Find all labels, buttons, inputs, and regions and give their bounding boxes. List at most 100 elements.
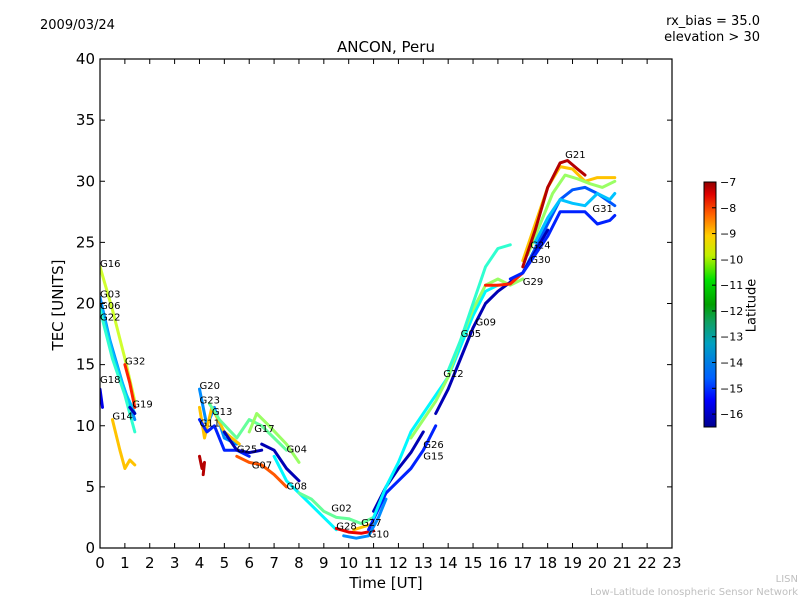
prn-label-g12: G12 <box>443 369 463 380</box>
prn-label-g17: G17 <box>254 424 274 435</box>
y-tick-label: 20 <box>76 295 95 313</box>
trace-g24 <box>446 243 512 373</box>
prn-label-g25: G25 <box>237 445 257 456</box>
chart-title: ANCON, Peru <box>337 38 435 56</box>
colorbar-tick-label: −8 <box>720 202 736 215</box>
x-tick-label: 18 <box>538 554 557 572</box>
prn-label-g10: G10 <box>369 530 389 541</box>
trace-g13 <box>207 402 288 452</box>
x-tick-label: 4 <box>195 554 205 572</box>
footer-org-full: Low-Latitude Ionospheric Sensor Network <box>590 587 798 598</box>
colorbar-tick-label: −10 <box>720 253 743 266</box>
x-axis-label: Time [UT] <box>349 574 423 592</box>
prn-label-g06: G06 <box>100 301 120 312</box>
prn-label-g31: G31 <box>592 204 612 215</box>
colorbar-tick-label: −14 <box>720 357 743 370</box>
trace-layer <box>100 159 617 540</box>
prn-label-g05: G05 <box>461 329 481 340</box>
trace-g17 <box>247 412 301 464</box>
trace-g25 <box>222 430 264 455</box>
y-tick-label: 15 <box>76 356 95 374</box>
trace-g21-green <box>526 173 617 257</box>
y-tick-label: 40 <box>76 50 95 68</box>
trace-g05 <box>409 277 525 440</box>
x-tick-label: 5 <box>220 554 230 572</box>
y-tick-label: 10 <box>76 417 95 435</box>
colorbar-tick-label: −16 <box>720 408 743 421</box>
trace-g31-teal <box>521 185 617 275</box>
colorbar-tick-label: −15 <box>720 382 743 395</box>
x-tick-label: 22 <box>638 554 657 572</box>
prn-label-g30: G30 <box>530 255 550 266</box>
x-tick-label: 16 <box>488 554 507 572</box>
elevation-label: elevation > 30 <box>664 30 760 45</box>
x-tick-label: 10 <box>339 554 358 572</box>
trace-g04 <box>260 442 301 483</box>
trace-g14 <box>110 418 137 470</box>
x-axis: 0 1 2 3 4 5 6 7 8 9 10 11 12 13 14 15 16 17 18 19 20 21 22 23 <box>95 59 682 572</box>
footer-org-short: LISN <box>775 574 798 585</box>
x-tick-label: 6 <box>244 554 254 572</box>
y-tick-label: 5 <box>85 478 95 496</box>
prn-label-g02: G02 <box>331 503 351 514</box>
prn-label-g11: G11 <box>200 419 220 430</box>
trace-g10 <box>342 497 388 540</box>
y-tick-label: 25 <box>76 233 95 251</box>
colorbar-axis: −7 −8 −9 −10 −11 −12 −13 −14 −15 −16 <box>712 176 743 421</box>
prn-label-g16: G16 <box>100 259 120 270</box>
colorbar-tick-label: −11 <box>720 279 743 292</box>
x-tick-label: 23 <box>662 554 681 572</box>
y-tick-label: 0 <box>85 539 95 557</box>
prn-label-g18: G18 <box>100 375 120 386</box>
prn-label-g08: G08 <box>287 481 307 492</box>
prn-label-g24: G24 <box>530 241 550 252</box>
prn-label-g15: G15 <box>423 451 443 462</box>
x-tick-label: 19 <box>563 554 582 572</box>
trace-g29 <box>484 271 525 287</box>
y-axis: 0 5 10 15 20 25 30 35 40 <box>76 50 672 557</box>
x-tick-label: 2 <box>145 554 155 572</box>
prn-label-g20: G20 <box>200 381 220 392</box>
trace-g12 <box>372 283 500 519</box>
trace-g22 <box>100 308 137 434</box>
trace-g32 <box>123 363 137 409</box>
x-tick-label: 3 <box>170 554 180 572</box>
x-tick-label: 9 <box>319 554 329 572</box>
x-tick-label: 17 <box>513 554 532 572</box>
prn-label-g21: G21 <box>565 150 585 161</box>
prn-label-g23: G23 <box>200 396 220 407</box>
prn-label-g03: G03 <box>100 289 120 300</box>
prn-label-g26: G26 <box>423 440 443 451</box>
x-tick-label: 7 <box>269 554 279 572</box>
prn-label-g09: G09 <box>476 318 496 329</box>
x-tick-label: 0 <box>95 554 105 572</box>
colorbar-tick-label: −7 <box>720 176 736 189</box>
prn-label-g19: G19 <box>132 399 152 410</box>
y-tick-label: 35 <box>76 111 95 129</box>
trace-g15 <box>367 424 438 532</box>
colorbar-tick-label: −9 <box>720 228 736 241</box>
prn-label-g32: G32 <box>125 357 145 368</box>
x-tick-label: 14 <box>439 554 458 572</box>
x-tick-label: 1 <box>120 554 130 572</box>
prn-label-g07: G07 <box>252 461 272 472</box>
trace-g28 <box>334 526 376 535</box>
prn-label-g14: G14 <box>112 412 132 423</box>
date-label: 2009/03/24 <box>40 18 115 33</box>
x-tick-label: 13 <box>414 554 433 572</box>
prn-label-g28: G28 <box>336 522 356 533</box>
x-tick-label: 11 <box>364 554 383 572</box>
trace-g30 <box>508 210 617 281</box>
trace-g07 <box>235 454 288 489</box>
x-tick-label: 15 <box>463 554 482 572</box>
x-tick-label: 8 <box>294 554 304 572</box>
colorbar-tick-label: −13 <box>720 331 743 344</box>
rx-bias-label: rx_bias = 35.0 <box>666 14 760 29</box>
x-tick-label: 21 <box>613 554 632 572</box>
trace-g04-red <box>198 454 206 477</box>
trace-g02 <box>297 491 376 525</box>
prn-label-g13: G13 <box>212 407 232 418</box>
trace-g19 <box>128 405 137 415</box>
